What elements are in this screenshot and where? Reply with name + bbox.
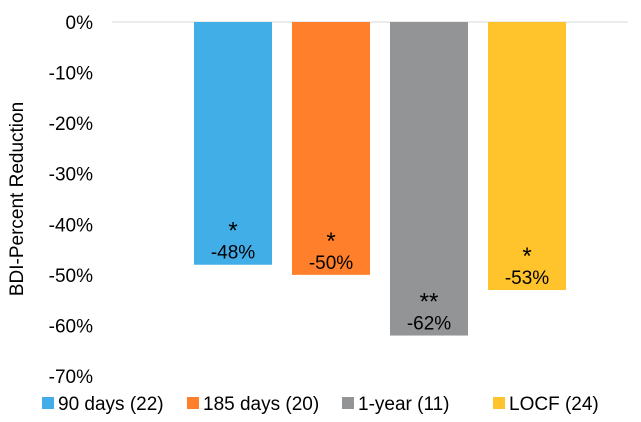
bar [194,22,272,265]
legend-swatch [187,397,199,409]
legend: 90 days (22) 185 days (20) 1-year (11) LOCF… [42,394,599,415]
bar [292,22,370,275]
bars [194,22,566,336]
legend-label: 90 days (22) [58,394,164,415]
legend-swatch [493,397,505,409]
significance-marker: * [326,228,335,255]
y-tick-label: 0% [66,13,94,34]
data-label: -50% [309,253,353,274]
y-tick-label: -30% [49,165,93,186]
y-tick-label: -40% [49,215,93,236]
data-label: -62% [407,314,451,335]
data-labels: *-48% *-50%**-62%*-53% [211,218,549,335]
bar [488,22,566,291]
significance-marker: * [228,218,237,245]
legend-label: 1-year (11) [358,394,450,415]
legend-swatch [342,397,354,409]
data-label: -48% [211,243,255,264]
y-axis-ticks: 0% -10% -20% -30% -40% -50% -60% -70% [49,13,93,388]
legend-label: LOCF (24) [509,394,599,415]
y-tick-label: -50% [49,266,93,287]
y-tick-label: -10% [49,64,93,85]
legend-label: 185 days (20) [203,394,319,415]
y-tick-label: -20% [49,114,93,135]
y-tick-label: -60% [49,316,93,337]
data-label: -53% [505,268,549,289]
y-axis-title: BDI-Percent Reduction [7,102,28,296]
significance-marker: ** [420,289,439,316]
bar [390,22,468,336]
y-tick-label: -70% [49,367,93,388]
legend-swatch [42,397,54,409]
significance-marker: * [522,243,531,270]
